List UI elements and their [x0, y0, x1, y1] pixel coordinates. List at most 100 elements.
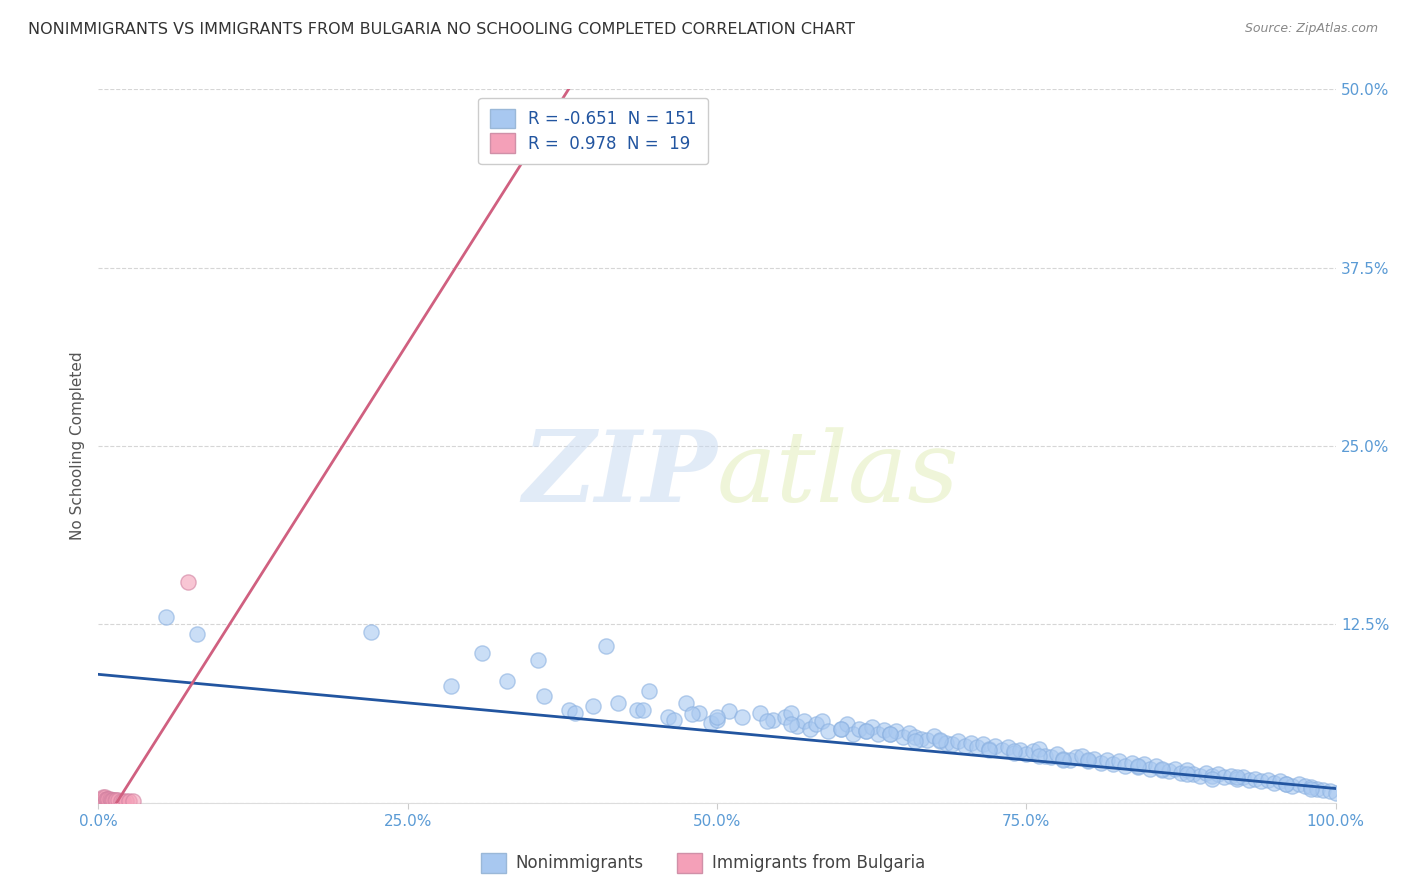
Point	[631, 703, 654, 717]
Point	[972, 737, 994, 751]
Point	[879, 727, 901, 741]
Point	[866, 727, 889, 741]
Point	[959, 736, 981, 750]
Point	[1226, 770, 1249, 784]
Point	[1126, 758, 1149, 772]
Point	[1152, 762, 1174, 776]
Point	[1102, 757, 1125, 772]
Point	[1108, 755, 1130, 769]
Point	[1319, 784, 1341, 798]
Point	[891, 730, 914, 744]
Point	[1294, 779, 1316, 793]
Point	[1312, 783, 1334, 797]
Text: atlas: atlas	[717, 427, 960, 522]
Point	[1268, 774, 1291, 789]
Point	[1170, 765, 1192, 780]
Point	[90, 791, 112, 805]
Legend: Nonimmigrants, Immigrants from Bulgaria: Nonimmigrants, Immigrants from Bulgaria	[474, 847, 932, 880]
Point	[904, 734, 927, 748]
Point	[1090, 756, 1112, 770]
Point	[595, 639, 617, 653]
Point	[110, 794, 132, 808]
Point	[360, 624, 382, 639]
Point	[1288, 777, 1310, 791]
Point	[1219, 769, 1241, 783]
Point	[1077, 753, 1099, 767]
Point	[1033, 748, 1056, 763]
Point	[582, 698, 605, 713]
Point	[1250, 774, 1272, 789]
Point	[706, 710, 728, 724]
Point	[1299, 780, 1322, 794]
Point	[1206, 767, 1229, 781]
Point	[1275, 777, 1298, 791]
Point	[1126, 760, 1149, 774]
Point	[1002, 746, 1025, 760]
Point	[1021, 744, 1043, 758]
Point	[842, 727, 865, 741]
Point	[440, 679, 463, 693]
Point	[1188, 769, 1211, 783]
Point	[855, 724, 877, 739]
Point	[1121, 756, 1143, 770]
Point	[860, 720, 883, 734]
Point	[662, 713, 685, 727]
Point	[1263, 776, 1285, 790]
Point	[979, 743, 1001, 757]
Point	[848, 722, 870, 736]
Legend: R = -0.651  N = 151, R =  0.978  N =  19: R = -0.651 N = 151, R = 0.978 N = 19	[478, 97, 709, 164]
Point	[1095, 753, 1118, 767]
Point	[1059, 753, 1081, 767]
Point	[1133, 757, 1156, 772]
Point	[1157, 764, 1180, 779]
Point	[953, 739, 976, 753]
Point	[1244, 772, 1267, 786]
Point	[799, 722, 821, 736]
Point	[681, 707, 703, 722]
Point	[718, 705, 741, 719]
Point	[990, 743, 1012, 757]
Point	[780, 717, 803, 731]
Point	[564, 706, 586, 720]
Point	[879, 727, 901, 741]
Point	[1281, 779, 1303, 793]
Point	[93, 790, 115, 805]
Point	[706, 713, 728, 727]
Point	[1144, 758, 1167, 772]
Point	[817, 724, 839, 739]
Point	[1182, 767, 1205, 781]
Point	[607, 696, 630, 710]
Point	[1028, 741, 1050, 756]
Point	[773, 710, 796, 724]
Point	[98, 791, 121, 805]
Point	[786, 719, 808, 733]
Point	[1306, 781, 1329, 796]
Text: ZIP: ZIP	[522, 426, 717, 523]
Point	[1028, 748, 1050, 763]
Point	[626, 703, 648, 717]
Point	[1201, 769, 1223, 783]
Point	[1275, 777, 1298, 791]
Point	[1139, 762, 1161, 776]
Point	[979, 741, 1001, 756]
Point	[1299, 781, 1322, 796]
Point	[118, 794, 141, 808]
Point	[103, 793, 125, 807]
Point	[731, 710, 754, 724]
Point	[966, 740, 988, 755]
Point	[811, 714, 834, 729]
Point	[1324, 786, 1347, 800]
Point	[917, 733, 939, 747]
Point	[526, 653, 548, 667]
Point	[101, 793, 124, 807]
Point	[1010, 743, 1032, 757]
Point	[897, 726, 920, 740]
Point	[984, 739, 1007, 753]
Point	[793, 714, 815, 729]
Point	[1052, 751, 1074, 765]
Point	[835, 717, 858, 731]
Point	[886, 724, 908, 739]
Point	[114, 794, 136, 808]
Point	[922, 729, 945, 743]
Point	[1040, 750, 1063, 764]
